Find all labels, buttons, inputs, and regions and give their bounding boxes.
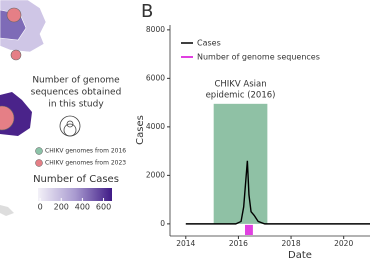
panel-label: B: [141, 1, 153, 22]
y-axis-title: Cases: [135, 115, 146, 145]
y-tick-label: 8000: [146, 25, 165, 34]
colorbar-tick-label: 200: [54, 203, 69, 212]
highlight-label: epidemic (2016): [206, 90, 276, 100]
highlight-label: CHIKV Asian: [214, 79, 266, 89]
y-tick-label: 6000: [146, 73, 165, 82]
legend-label: CHIKV genomes from 2016: [45, 148, 126, 155]
colorbar-tick-label: 0: [38, 203, 43, 212]
legend-label: Cases: [197, 39, 221, 48]
x-tick-label: 2014: [176, 239, 195, 248]
highlight: [213, 103, 268, 224]
legend-label: Number of genome sequences: [197, 53, 320, 62]
legend-swatch: [35, 159, 43, 167]
legend-label: CHIKV genomes from 2023: [45, 160, 126, 167]
x-axis-title: Date: [288, 250, 312, 261]
colorbar-tick-label: 400: [75, 203, 90, 212]
y-tick-label: 4000: [146, 122, 165, 131]
legend-title: Number of genome: [32, 76, 120, 86]
legend-swatch: [35, 147, 43, 155]
line: [185, 160, 370, 225]
x-tick-label: 2020: [334, 239, 353, 248]
map: [0, 0, 112, 216]
y-tick-label: 0: [160, 219, 165, 228]
colorbar-tick-label: 600: [96, 203, 111, 212]
legend-title: sequences obtained: [31, 88, 122, 98]
x-tick-label: 2016: [229, 239, 248, 248]
x-tick-label: 2018: [282, 239, 301, 248]
genome-bar: [245, 224, 253, 235]
y-tick-label: 2000: [146, 170, 165, 179]
legend-title: in this study: [48, 100, 104, 110]
colorbar-title: Number of Cases: [33, 174, 119, 185]
colorbar: [38, 188, 112, 201]
